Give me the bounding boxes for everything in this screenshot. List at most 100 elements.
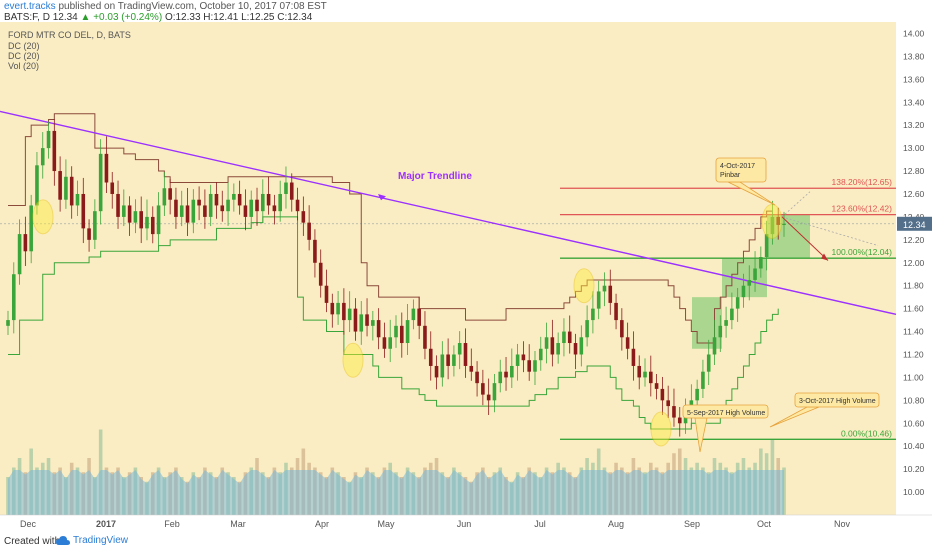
candle-body <box>185 205 190 223</box>
candle-body <box>533 360 537 372</box>
candle-body <box>440 354 445 378</box>
x-tick-label: 2017 <box>96 519 116 529</box>
candle-body <box>759 257 763 269</box>
candle-body <box>573 343 578 355</box>
candle-body <box>677 417 682 424</box>
x-tick-label: Aug <box>608 519 624 529</box>
candle-body <box>741 285 746 298</box>
candle-body <box>463 343 468 366</box>
candle-body <box>342 302 346 321</box>
x-tick-label: Feb <box>164 519 180 529</box>
candle-body <box>643 371 647 378</box>
highlight-ellipse <box>342 342 364 378</box>
candle-body <box>139 211 143 229</box>
y-tick-label: 10.40 <box>903 441 925 451</box>
candle-body <box>735 297 740 309</box>
candle-body <box>654 383 659 389</box>
x-tick-label: Nov <box>834 519 851 529</box>
candle-body <box>197 199 201 206</box>
candle-body <box>40 148 45 166</box>
candle-body <box>295 199 300 212</box>
indicator-dc-1[interactable]: DC (20) <box>8 41 40 51</box>
x-tick-label: Dec <box>20 519 37 529</box>
candle-body <box>475 371 479 384</box>
candle-body <box>701 371 705 389</box>
candle-body <box>579 337 584 355</box>
target-arrow-head <box>821 253 828 261</box>
x-tick-label: May <box>377 519 395 529</box>
candle-body <box>156 205 161 235</box>
callout-box <box>682 404 769 419</box>
x-axis-bg <box>0 515 932 532</box>
candle-body <box>672 406 676 418</box>
candle-body <box>122 205 126 217</box>
callout-text: Pinbar <box>720 172 741 179</box>
candle-body <box>585 320 589 338</box>
callout: 5-Sep-2017 High Volume <box>682 404 769 453</box>
y-tick-label: 12.00 <box>903 258 925 268</box>
candle-body <box>98 153 103 212</box>
candle-body <box>87 228 91 240</box>
candle-body <box>388 337 393 349</box>
candle-body <box>423 325 427 349</box>
candle-body <box>504 371 508 378</box>
y-tick-label: 13.00 <box>903 143 925 153</box>
candle-body <box>75 193 80 206</box>
x-tick-label: Sep <box>684 519 700 529</box>
candle-body <box>730 308 734 321</box>
candle-body <box>58 171 62 200</box>
callout: 3-Oct-2017 High Volume <box>769 392 880 428</box>
candle-body <box>446 354 450 366</box>
candle-body <box>35 165 39 206</box>
candle-body <box>29 205 33 252</box>
candle-body <box>666 400 670 407</box>
candle-body <box>93 211 97 240</box>
candle-body <box>376 320 381 338</box>
candle-body <box>249 199 254 217</box>
callout-text: 3-Oct-2017 High Volume <box>799 398 876 405</box>
indicator-dc-2[interactable]: DC (20) <box>8 51 40 61</box>
author-link[interactable]: evert.tracks <box>4 1 56 12</box>
y-tick-label: 12.20 <box>903 235 925 245</box>
published-text: published on TradingView.com, October 10… <box>58 1 327 12</box>
y-tick-label: 10.60 <box>903 418 925 428</box>
candle-body <box>527 360 531 372</box>
candle-body <box>150 216 155 235</box>
candle-body <box>371 320 375 326</box>
header-line: evert.tracks published on TradingView.co… <box>4 1 327 12</box>
fib-level-label: 0.00%(10.46) <box>841 428 892 438</box>
candle-body <box>336 302 340 315</box>
candle-body <box>602 285 607 292</box>
candle-body <box>764 234 769 258</box>
y-tick-label: 11.80 <box>903 281 924 291</box>
trendline-label: Major Trendline <box>398 171 472 182</box>
candle-body <box>782 223 786 225</box>
donchian-upper <box>8 113 773 344</box>
y-axis-bg <box>896 22 932 515</box>
cloud-icon <box>56 535 70 545</box>
tradingview-logo[interactable]: TradingView <box>56 535 128 546</box>
candle-body <box>649 371 653 384</box>
y-tick-label: 12.60 <box>903 189 925 199</box>
candle-body <box>521 354 526 361</box>
candle-body <box>301 211 306 223</box>
candle-body <box>481 383 485 395</box>
footer: Created with TradingView <box>0 532 932 550</box>
candle-body <box>203 205 207 217</box>
candle-body <box>359 314 364 332</box>
candle-body <box>660 388 665 401</box>
candle-body <box>162 188 167 206</box>
candle-body <box>510 365 514 378</box>
candle-body <box>631 348 636 366</box>
candle-body <box>284 182 288 194</box>
last-price-badge <box>897 216 932 231</box>
candle-body <box>515 354 520 366</box>
indicator-vol[interactable]: Vol (20) <box>8 61 40 71</box>
candle-body <box>255 199 259 212</box>
candle-body <box>313 239 317 263</box>
candle-body <box>133 211 138 223</box>
candle-body <box>214 193 219 206</box>
candle-body <box>110 182 115 194</box>
y-tick-label: 13.60 <box>903 74 925 84</box>
